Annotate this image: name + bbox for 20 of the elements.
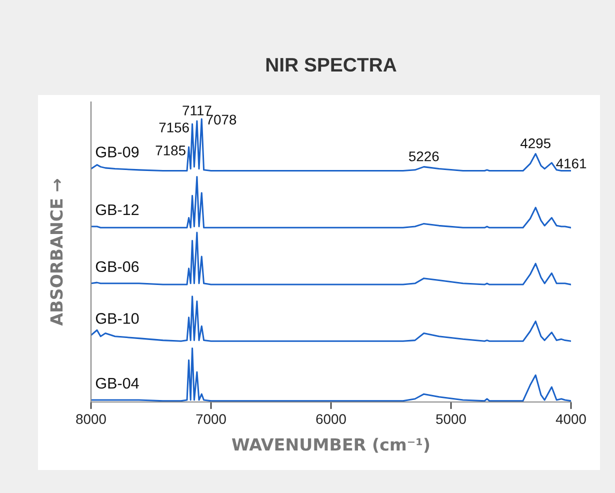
series-label: GB-10 bbox=[96, 313, 139, 324]
x-axis-title: WAVENUMBER (cm⁻¹) bbox=[232, 438, 430, 453]
series-label: GB-12 bbox=[96, 204, 139, 216]
annotation: 7156 bbox=[159, 122, 189, 132]
series-label: GB-06 bbox=[96, 261, 139, 272]
annotation: 7117 bbox=[182, 106, 212, 116]
y-axis-title: ABSORBANCE → bbox=[50, 179, 63, 326]
series-label: GB-09 bbox=[96, 146, 139, 158]
annotation: 4295 bbox=[520, 138, 550, 148]
annotation: 7185 bbox=[156, 146, 186, 156]
chart-title: NIR SPECTRA bbox=[266, 58, 396, 72]
annotation: 4161 bbox=[556, 158, 586, 168]
annotation: 7078 bbox=[206, 114, 236, 125]
annotation: 5226 bbox=[408, 151, 439, 162]
x-tick-label: 6000 bbox=[316, 414, 346, 424]
x-tick-label: 5000 bbox=[436, 414, 466, 424]
series-label: GB-04 bbox=[96, 378, 139, 389]
x-tick-label: 8000 bbox=[76, 414, 106, 424]
x-tick-label: 7000 bbox=[196, 414, 226, 424]
x-tick-label: 4000 bbox=[556, 414, 586, 424]
